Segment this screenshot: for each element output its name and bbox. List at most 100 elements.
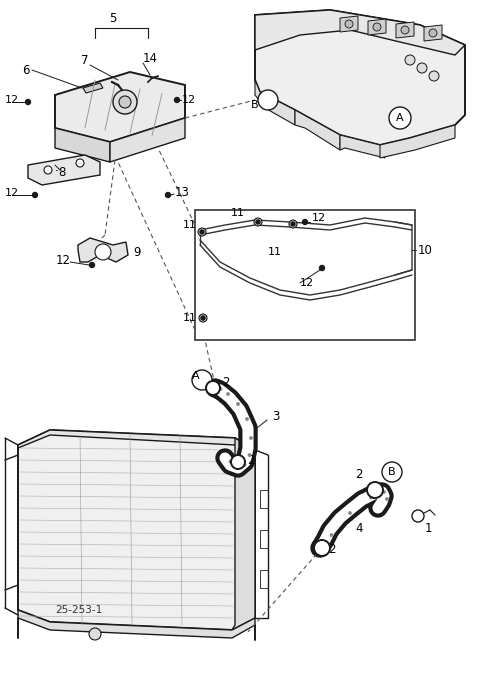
Text: 1: 1 — [425, 521, 432, 534]
Bar — [260, 570, 268, 588]
Text: 2: 2 — [247, 454, 254, 466]
Circle shape — [291, 222, 295, 226]
Polygon shape — [368, 19, 386, 35]
Circle shape — [219, 388, 222, 390]
Circle shape — [236, 459, 240, 464]
Text: 7: 7 — [81, 54, 89, 67]
Circle shape — [256, 220, 260, 224]
Text: 2: 2 — [222, 375, 229, 389]
Polygon shape — [55, 128, 110, 162]
Text: 11: 11 — [183, 313, 197, 323]
Circle shape — [250, 436, 252, 439]
Polygon shape — [255, 80, 295, 125]
Circle shape — [199, 314, 207, 322]
Circle shape — [248, 454, 251, 456]
Polygon shape — [340, 16, 358, 32]
Circle shape — [192, 370, 212, 390]
Text: 12: 12 — [5, 95, 19, 105]
Bar — [195, 210, 415, 340]
Polygon shape — [255, 10, 465, 145]
Circle shape — [89, 263, 95, 268]
Polygon shape — [28, 155, 100, 185]
Circle shape — [258, 90, 278, 110]
Text: 12: 12 — [182, 95, 196, 105]
Text: 12: 12 — [5, 188, 19, 198]
Polygon shape — [380, 125, 455, 158]
Circle shape — [113, 90, 137, 114]
Circle shape — [405, 55, 415, 65]
Circle shape — [89, 628, 101, 640]
Polygon shape — [340, 135, 385, 158]
Text: B: B — [388, 467, 396, 477]
Polygon shape — [55, 72, 185, 142]
Text: 11: 11 — [268, 247, 282, 257]
Polygon shape — [396, 22, 414, 38]
Text: 12: 12 — [312, 213, 326, 223]
Circle shape — [345, 20, 353, 28]
Circle shape — [200, 230, 204, 234]
Text: A: A — [396, 113, 404, 123]
Text: 11: 11 — [183, 220, 197, 230]
Text: 14: 14 — [143, 51, 158, 65]
Circle shape — [370, 496, 372, 499]
Circle shape — [349, 512, 351, 514]
Circle shape — [237, 403, 239, 405]
Circle shape — [330, 534, 333, 537]
Text: 13: 13 — [175, 186, 190, 199]
Circle shape — [373, 23, 381, 31]
Polygon shape — [18, 610, 255, 638]
Polygon shape — [424, 25, 442, 41]
Polygon shape — [78, 238, 128, 262]
Text: 5: 5 — [109, 12, 117, 25]
Text: 3: 3 — [272, 409, 279, 423]
Polygon shape — [255, 10, 465, 55]
Circle shape — [95, 244, 111, 260]
Circle shape — [119, 96, 131, 108]
Circle shape — [324, 546, 326, 548]
Bar — [260, 490, 268, 508]
Circle shape — [201, 316, 205, 320]
Circle shape — [25, 99, 31, 104]
Text: 12: 12 — [56, 254, 71, 266]
Circle shape — [412, 510, 424, 522]
Polygon shape — [295, 110, 340, 150]
Circle shape — [33, 193, 37, 197]
Text: 25-253-1: 25-253-1 — [55, 605, 102, 615]
Circle shape — [166, 193, 170, 197]
Text: 2: 2 — [355, 468, 362, 482]
Circle shape — [320, 265, 324, 270]
Text: 12: 12 — [300, 278, 314, 288]
Text: 6: 6 — [23, 63, 30, 76]
Polygon shape — [18, 430, 255, 630]
Circle shape — [429, 71, 439, 81]
Circle shape — [227, 393, 229, 395]
Circle shape — [175, 97, 180, 102]
Circle shape — [383, 491, 385, 493]
Text: B: B — [251, 100, 259, 110]
Text: 10: 10 — [418, 243, 433, 256]
Circle shape — [229, 460, 232, 463]
Circle shape — [302, 220, 308, 224]
Circle shape — [211, 386, 216, 391]
Text: 2: 2 — [328, 543, 336, 556]
Circle shape — [372, 487, 378, 493]
Circle shape — [367, 482, 383, 498]
Circle shape — [206, 381, 220, 395]
Text: 9: 9 — [133, 245, 141, 259]
Circle shape — [243, 464, 246, 466]
Circle shape — [254, 218, 262, 226]
Circle shape — [401, 26, 409, 34]
Polygon shape — [110, 118, 185, 162]
Circle shape — [319, 545, 325, 551]
Polygon shape — [18, 430, 255, 450]
Circle shape — [198, 228, 206, 236]
Circle shape — [417, 63, 427, 73]
Bar — [260, 530, 268, 548]
Circle shape — [231, 455, 245, 469]
Circle shape — [382, 462, 402, 482]
Circle shape — [429, 29, 437, 37]
Text: 11: 11 — [231, 208, 245, 218]
Polygon shape — [83, 83, 103, 93]
Circle shape — [246, 418, 248, 420]
Circle shape — [389, 107, 411, 129]
